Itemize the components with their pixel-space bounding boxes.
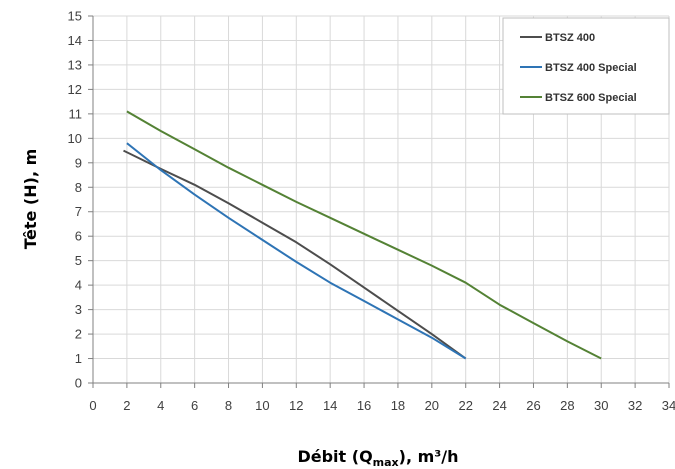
y-tick-label: 9	[75, 155, 82, 170]
x-tick-label: 32	[628, 398, 642, 413]
x-axis-title-suffix: ), m³/h	[399, 447, 459, 466]
legend-label-btsz-400: BTSZ 400	[545, 32, 595, 44]
x-tick-label: 30	[594, 398, 608, 413]
x-tick-label: 14	[323, 398, 337, 413]
x-tick-label: 26	[526, 398, 540, 413]
y-axis-title: Tête (H), m	[21, 149, 40, 250]
y-tick-label: 13	[68, 57, 82, 72]
y-tick-label: 0	[75, 376, 82, 391]
series-line-btsz-400-special	[126, 142, 467, 360]
x-tick-label: 20	[425, 398, 439, 413]
x-axis-title: Débit (Qmax), m³/h	[297, 447, 458, 469]
legend-label-btsz-400-special: BTSZ 400 Special	[545, 62, 637, 74]
x-tick-label: 34	[662, 398, 675, 413]
x-tick-label: 22	[458, 398, 472, 413]
series-line-btsz-400	[123, 149, 467, 360]
x-axis-title-subscript: max	[373, 456, 399, 469]
x-tick-label: 8	[225, 398, 232, 413]
y-tick-label: 15	[68, 9, 82, 24]
y-tick-label: 7	[75, 204, 82, 219]
legend: BTSZ 400 BTSZ 400 Special BTSZ 600 Special	[502, 17, 670, 115]
y-tick-label: 5	[75, 253, 82, 268]
legend-label-btsz-600-special: BTSZ 600 Special	[545, 92, 637, 104]
x-tick-label: 10	[255, 398, 269, 413]
x-tick-label: 18	[391, 398, 405, 413]
x-tick-label: 6	[191, 398, 198, 413]
series-lines	[123, 110, 602, 360]
axes	[88, 15, 670, 388]
y-tick-label: 3	[75, 302, 82, 317]
y-tick-label: 10	[68, 131, 82, 146]
y-tick-label: 14	[68, 33, 82, 48]
y-tick-label: 1	[75, 351, 82, 366]
x-tick-label: 4	[157, 398, 164, 413]
y-tick-label: 4	[75, 278, 82, 293]
y-tick-label: 6	[75, 229, 82, 244]
series-line-btsz-600-special	[126, 110, 602, 360]
x-tick-label: 2	[123, 398, 130, 413]
y-tick-label: 2	[75, 327, 82, 342]
y-tick-label: 11	[69, 106, 83, 121]
x-tick-label: 12	[289, 398, 303, 413]
x-tick-label: 16	[357, 398, 371, 413]
x-tick-label: 24	[492, 398, 506, 413]
x-axis-title-prefix: Débit (Q	[297, 447, 372, 466]
x-tick-label: 28	[560, 398, 574, 413]
x-tick-label: 0	[89, 398, 96, 413]
y-tick-label: 12	[68, 82, 82, 97]
y-tick-label: 8	[75, 180, 82, 195]
